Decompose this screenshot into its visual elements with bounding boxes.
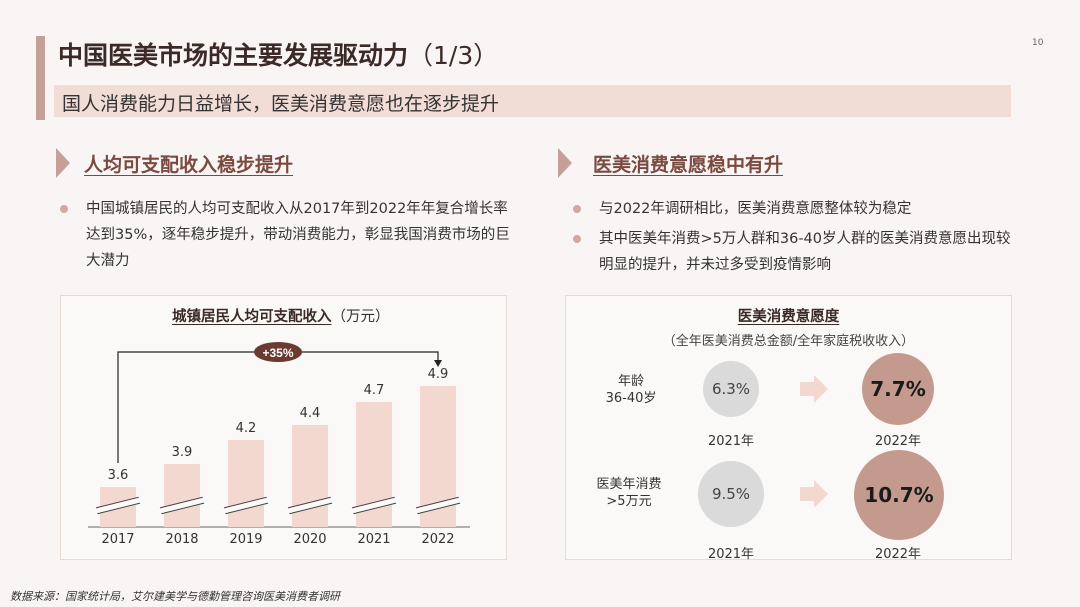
page-subtitle: 国人消费能力日益增长，医美消费意愿也在逐步提升	[62, 93, 500, 115]
circle-2021-age: 6.3%	[703, 361, 759, 417]
row-label-spend: 医美年消费 >5万元	[584, 476, 674, 510]
year-label: 2021年	[707, 434, 755, 449]
chart-title-text: 城镇居民人均可支配收入	[172, 309, 332, 325]
x-tick-label: 2020	[293, 532, 327, 547]
right-bullet: 其中医美年消费>5万人群和36-40岁人群的医美消费意愿出现较明显的提升，并未过…	[573, 226, 1023, 278]
row-label-line: 年龄	[617, 374, 644, 389]
arrow-right-icon	[814, 480, 828, 508]
arrow-down-icon	[434, 360, 442, 367]
circle-2022-age: 7.7%	[862, 353, 934, 425]
year-label: 2022年	[874, 434, 922, 449]
left-bullet-list: 中国城镇居民的人均可支配收入从2017年到2022年年复合增长率达到35%，逐年…	[60, 196, 515, 274]
x-tick-label: 2018	[165, 532, 199, 547]
section-triangle-icon	[56, 148, 70, 178]
x-tick-label: 2021	[357, 532, 391, 547]
left-section-heading: 人均可支配收入稳步提升	[84, 154, 294, 176]
bar-value-label: 4.9	[427, 366, 449, 382]
willingness-subtitle: （全年医美消费总金额/全年家庭税收收入）	[662, 334, 915, 349]
right-section-heading: 医美消费意愿稳中有升	[593, 154, 784, 176]
growth-badge	[254, 342, 302, 362]
bar-value-label: 4.7	[363, 382, 385, 398]
subtitle-band	[54, 85, 1011, 117]
page-title-text: 中国医美市场的主要发展驱动力	[58, 41, 409, 70]
row-label-line: 医美年消费	[596, 477, 662, 492]
page-title-part: （1/3）	[408, 41, 499, 70]
willingness-title: 医美消费意愿度	[565, 305, 1012, 326]
year-label: 2021年	[707, 547, 755, 562]
x-tick-label: 2019	[229, 532, 263, 547]
bar-value-label: 4.2	[235, 421, 257, 437]
right-bullet: 与2022年调研相比，医美消费意愿整体较为稳定	[573, 196, 1023, 222]
row-label-line: >5万元	[606, 494, 652, 509]
income-chart-title: 城镇居民人均可支配收入（万元）	[172, 305, 390, 326]
x-tick-label: 2017	[101, 532, 135, 547]
circle-2022-spend: 10.7%	[854, 450, 944, 540]
growth-badge-label: +35%	[262, 346, 293, 360]
year-label: 2022年	[874, 547, 922, 562]
circle-2021-spend: 9.5%	[698, 461, 764, 527]
data-source-note: 数据来源：国家统计局，艾尔建美学与德勤管理咨询医美消费者调研	[10, 590, 340, 603]
chart-unit: （万元）	[331, 309, 390, 325]
willingness-title-text: 医美消费意愿度	[737, 309, 840, 325]
bar-value-label: 3.6	[107, 468, 129, 483]
row-label-age: 年龄 36-40岁	[586, 373, 676, 407]
page-title: 中国医美市场的主要发展驱动力（1/3）	[58, 36, 498, 72]
bar-2018	[164, 463, 200, 527]
bar-2019	[228, 440, 264, 527]
bar-value-label: 3.9	[171, 444, 193, 460]
left-bullet: 中国城镇居民的人均可支配收入从2017年到2022年年复合增长率达到35%，逐年…	[60, 196, 515, 274]
section-triangle-icon	[558, 148, 572, 178]
arrow-right-icon	[800, 487, 814, 501]
title-accent-bar	[36, 36, 45, 120]
right-bullet-list: 与2022年调研相比，医美消费意愿整体较为稳定 其中医美年消费>5万人群和36-…	[573, 196, 1023, 278]
x-tick-label: 2022	[421, 532, 455, 547]
arrow-right-icon	[800, 382, 814, 396]
row-label-line: 36-40岁	[605, 391, 657, 406]
arrow-right-icon	[814, 375, 828, 403]
bar-value-label: 4.4	[299, 405, 321, 421]
page-number: 10	[1032, 38, 1044, 48]
